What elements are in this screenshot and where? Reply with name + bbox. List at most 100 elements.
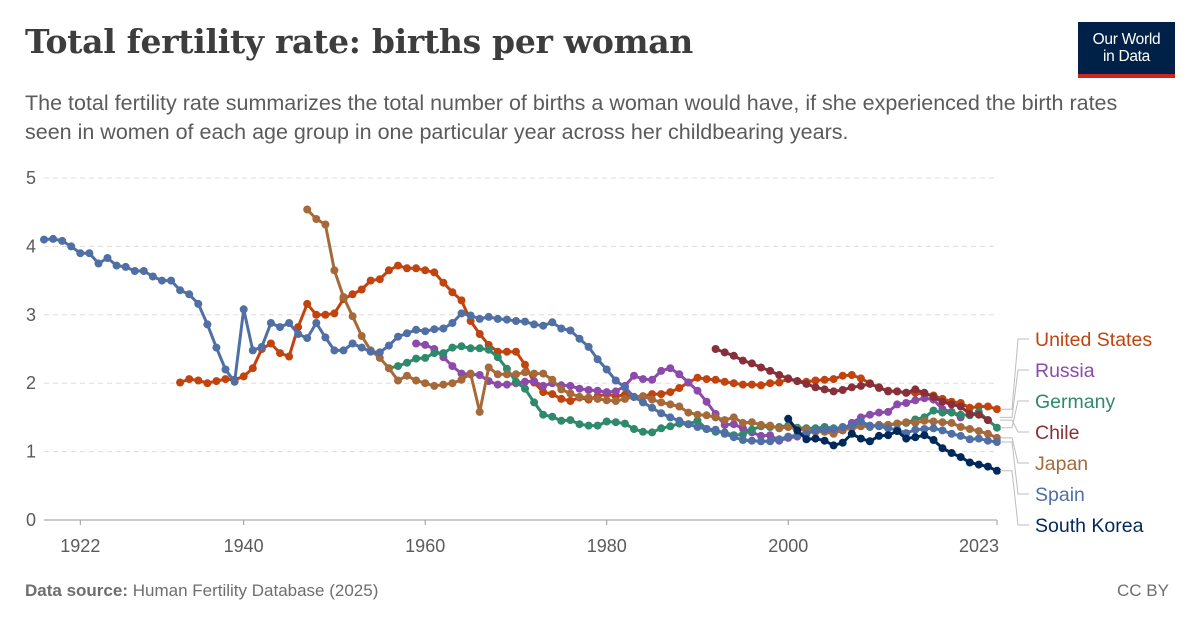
data-point [539,321,548,330]
data-point [212,343,221,352]
data-point [539,381,548,390]
data-point [829,441,838,450]
data-point [557,324,566,333]
data-point [811,434,820,443]
data-point [875,383,883,392]
data-point [766,431,775,440]
series-label-germany: Germany [1035,391,1115,413]
data-point [493,380,502,389]
data-point [248,346,257,355]
data-point [403,358,411,367]
data-point [230,377,239,386]
data-point [657,398,666,407]
data-point [974,427,983,436]
data-point [430,349,439,358]
data-point [666,388,675,397]
data-point [348,339,357,348]
data-point [847,429,856,438]
data-point [965,403,974,412]
data-point [902,418,911,427]
data-point [793,426,802,435]
data-point [276,349,284,358]
data-point [375,348,384,357]
data-point [620,419,629,428]
data-point [321,333,330,342]
series-label-japan: Japan [1035,453,1088,475]
data-point [956,410,965,419]
data-point [757,420,765,429]
data-point [602,417,611,426]
data-point [321,310,330,319]
series-label-chile: Chile [1035,422,1079,444]
data-point [557,385,566,394]
data-point [493,370,502,379]
data-point [502,364,511,373]
data-source-text[interactable]: Human Fertility Database (2025) [132,581,379,600]
data-point [729,379,738,388]
data-point [747,380,756,389]
data-point [993,438,1001,446]
data-point [321,220,330,229]
data-point [729,413,738,422]
data-point [357,285,366,294]
data-point [548,390,557,399]
owid-logo[interactable]: Our World in Data [1078,22,1175,78]
data-point [684,408,693,417]
data-point [884,387,893,396]
y-tick-label: 2 [26,373,36,393]
data-point [484,363,493,372]
data-point [457,375,466,384]
license-link[interactable]: CC BY [1117,581,1169,600]
data-point [530,398,539,407]
data-point [639,427,647,436]
data-point [784,423,793,431]
data-point [484,345,493,354]
data-point [575,392,584,401]
data-point [693,373,702,382]
data-point [838,438,847,447]
data-point [911,385,920,394]
data-point [738,418,747,427]
data-point [983,416,992,425]
data-point [566,381,575,390]
data-point [620,383,629,392]
data-point [838,386,847,394]
data-point [865,437,874,446]
series-south-korea[interactable] [784,414,1001,475]
data-point [384,266,393,275]
data-point [974,460,983,469]
data-point [747,425,756,434]
chart-subtitle: The total fertility rate summarizes the … [25,91,1118,144]
data-point [575,384,584,393]
data-point [394,332,402,341]
data-point [920,416,929,425]
data-point [602,396,611,405]
data-point [811,383,820,392]
series-spain[interactable] [40,234,1001,446]
data-point [339,346,348,355]
data-point [684,378,693,387]
data-point [602,365,611,374]
data-point [76,249,85,258]
data-point [566,397,575,405]
data-point [993,466,1001,475]
data-point [911,396,920,405]
y-tick-label: 3 [26,305,36,325]
x-tick-label: 1940 [224,536,264,556]
data-point [448,288,457,297]
data-point [856,374,865,383]
data-point [203,320,212,329]
data-point [394,362,402,371]
data-point [711,413,720,422]
data-point [548,375,557,384]
data-point [584,393,593,402]
series-chile[interactable] [711,345,992,425]
data-point [366,347,375,356]
data-point [974,434,983,443]
data-point [521,368,529,377]
data-point [448,343,457,352]
data-point [303,334,312,343]
data-point [294,323,303,332]
data-point [720,348,729,357]
